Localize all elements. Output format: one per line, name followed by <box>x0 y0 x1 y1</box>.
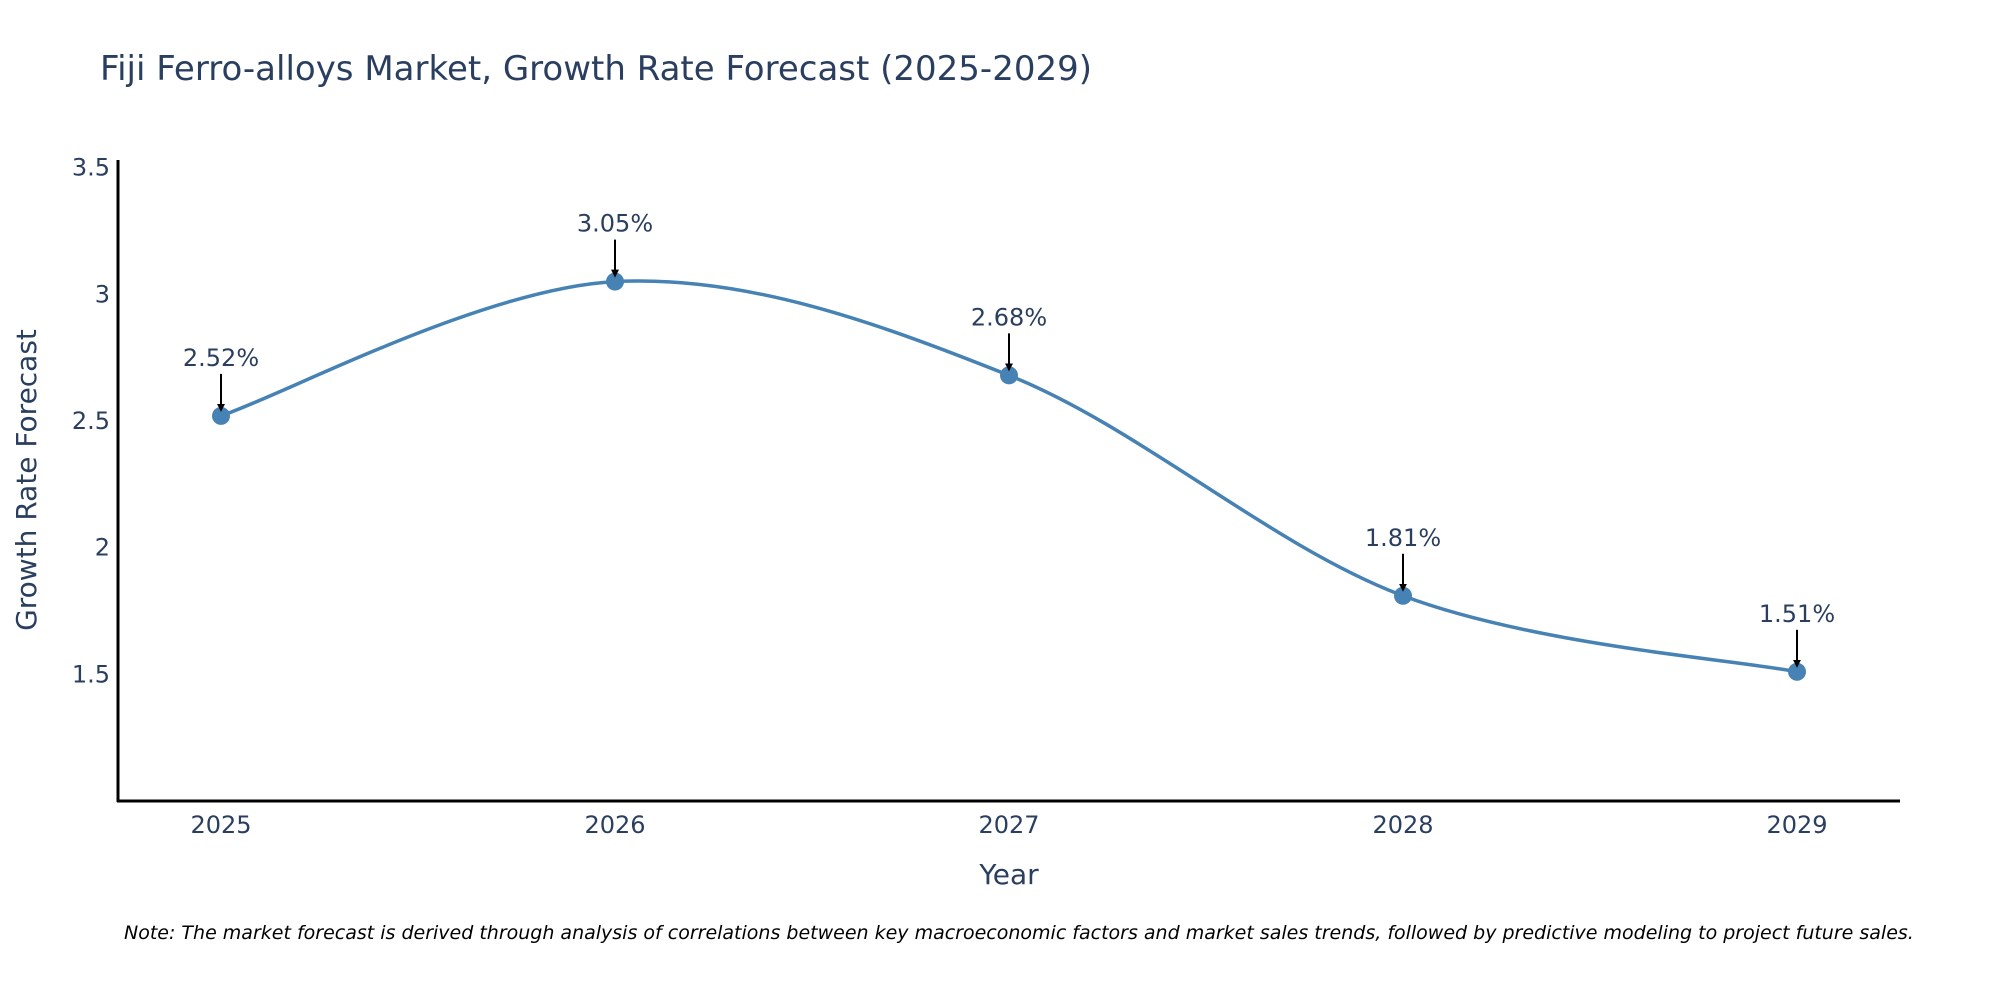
footnote: Note: The market forecast is derived thr… <box>124 922 1914 944</box>
data-label: 2.68% <box>971 303 1047 331</box>
x-tick-label: 2028 <box>1372 811 1433 839</box>
y-tick-label: 1.5 <box>72 660 110 688</box>
plot-area: 1.5 2 2.5 3 3.5 2025 2026 2027 2028 2029 2.52% 3.05… <box>72 154 1900 839</box>
data-label: 1.51% <box>1759 600 1835 628</box>
data-point <box>606 272 624 291</box>
data-point <box>1000 366 1018 385</box>
x-axis-label: Year <box>978 858 1039 891</box>
x-tick-label: 2027 <box>978 811 1039 839</box>
x-tick-label: 2029 <box>1766 811 1827 839</box>
y-tick-label: 2 <box>95 534 110 562</box>
y-tick-label: 3 <box>95 280 110 308</box>
x-tick-label: 2025 <box>190 811 251 839</box>
data-point <box>212 406 230 425</box>
y-axis-label: Growth Rate Forecast <box>10 329 43 631</box>
y-tick-label: 3.5 <box>72 154 110 182</box>
data-point <box>1394 586 1412 605</box>
data-label: 3.05% <box>577 210 653 238</box>
y-tick-label: 2.5 <box>72 407 110 435</box>
data-label: 2.52% <box>183 344 259 372</box>
chart-title: Fiji Ferro-alloys Market, Growth Rate Fo… <box>100 49 1092 89</box>
data-point <box>1788 662 1806 681</box>
x-tick-label: 2026 <box>584 811 645 839</box>
data-label: 1.81% <box>1365 524 1441 552</box>
